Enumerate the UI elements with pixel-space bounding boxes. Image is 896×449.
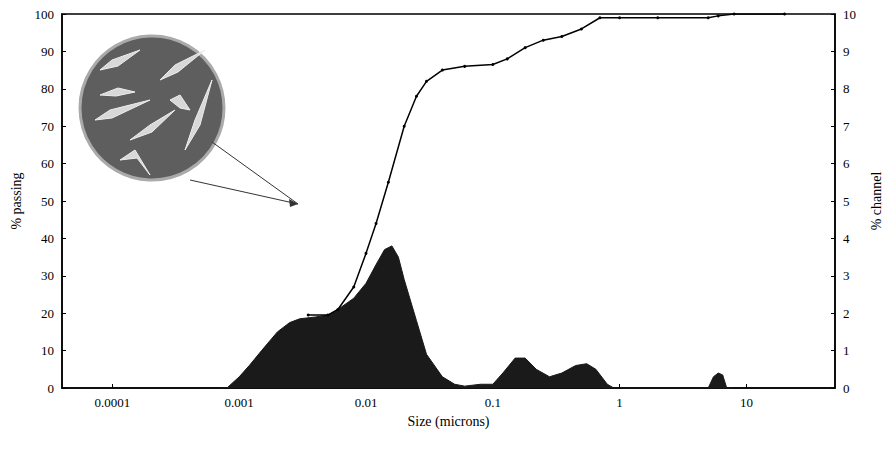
svg-text:7: 7: [843, 119, 850, 134]
svg-text:0.001: 0.001: [225, 395, 254, 410]
svg-text:5: 5: [843, 194, 850, 209]
svg-text:10: 10: [41, 343, 54, 358]
svg-text:60: 60: [41, 156, 54, 171]
svg-text:0: 0: [48, 381, 55, 396]
svg-text:10: 10: [843, 7, 856, 22]
svg-text:9: 9: [843, 44, 850, 59]
svg-text:1: 1: [616, 395, 623, 410]
svg-text:70: 70: [41, 119, 54, 134]
svg-text:3: 3: [843, 268, 850, 283]
svg-text:100: 100: [35, 7, 55, 22]
svg-text:Size (microns): Size (microns): [407, 414, 489, 430]
svg-text:0: 0: [843, 381, 850, 396]
svg-text:40: 40: [41, 231, 54, 246]
svg-text:4: 4: [843, 231, 850, 246]
svg-text:80: 80: [41, 81, 54, 96]
svg-text:0.0001: 0.0001: [95, 395, 131, 410]
svg-text:% passing: % passing: [9, 172, 24, 229]
svg-text:20: 20: [41, 306, 54, 321]
svg-text:1: 1: [843, 343, 850, 358]
svg-text:6: 6: [843, 156, 850, 171]
svg-text:0.1: 0.1: [485, 395, 501, 410]
svg-text:0.01: 0.01: [355, 395, 378, 410]
svg-text:8: 8: [843, 81, 850, 96]
svg-text:50: 50: [41, 194, 54, 209]
svg-text:30: 30: [41, 268, 54, 283]
svg-text:90: 90: [41, 44, 54, 59]
svg-text:10: 10: [740, 395, 753, 410]
svg-text:2: 2: [843, 306, 850, 321]
svg-text:% channel: % channel: [869, 172, 884, 231]
